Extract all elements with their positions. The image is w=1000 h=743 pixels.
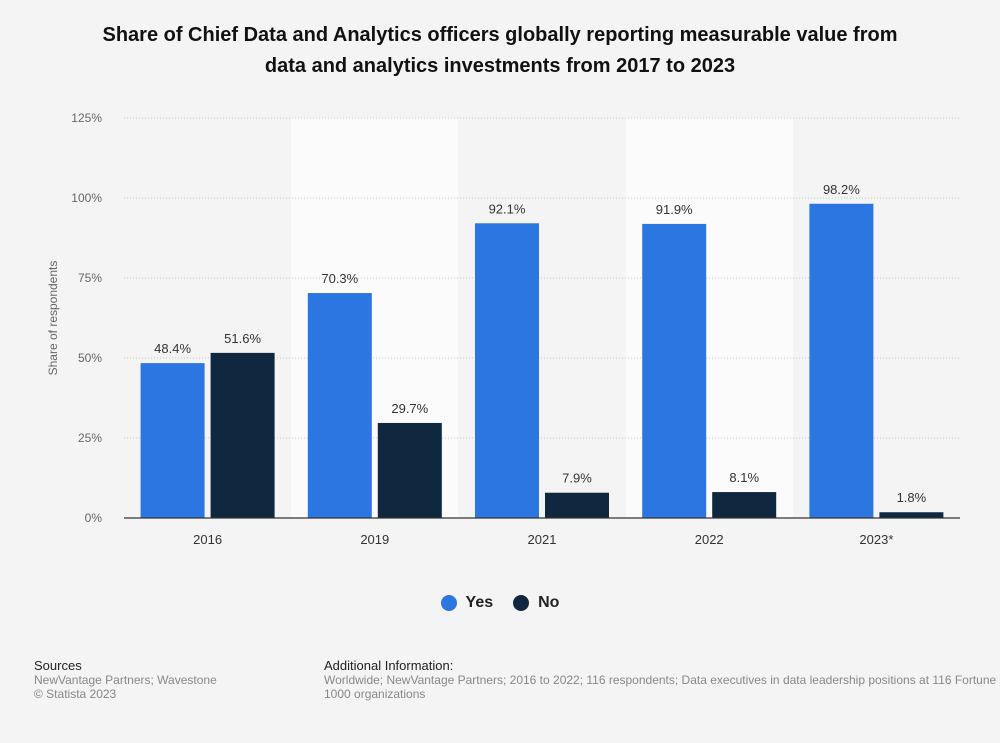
chart-title-line-2: data and analytics investments from 2017… [264,55,736,77]
bar-no-2019 [377,422,442,518]
data-label-no-2022: 8.1% [729,470,759,485]
y-tick-label-4: 100% [71,191,102,205]
y-tick-label-3: 75% [78,271,102,285]
bar-no-2016 [210,352,275,518]
y-tick-label-2: 50% [78,351,102,365]
x-tick-label-4: 2023* [859,532,893,547]
x-tick-label-1: 2019 [360,532,389,547]
bar-yes-2023* [809,203,874,518]
y-tick-label-5: 125% [71,111,102,125]
bar-yes-2016 [140,363,205,518]
data-label-yes-2019: 70.3% [321,271,358,286]
sources-block: Sources NewVantage Partners; Wavestone ©… [34,658,294,701]
additional-info-text: Worldwide; NewVantage Partners; 2016 to … [324,673,997,701]
bar-no-2021 [545,492,609,518]
bar-chart: 0% 25% 50% 75% 100% 125% Share of respondents 4… [46,111,960,547]
legend-item-yes[interactable]: Yes [440,594,494,612]
data-label-yes-2023*: 98.2% [823,182,860,197]
copyright-text: © Statista 2023 [34,687,117,701]
x-tick-label-2: 2021 [528,532,557,547]
bar-yes-2022 [642,223,707,519]
legend-label-no: No [538,594,560,611]
chart-title-line-1: Share of Chief Data and Analytics office… [102,24,898,46]
legend-marker-yes [440,595,457,611]
legend-label-yes: Yes [465,594,494,611]
data-label-no-2021: 7.9% [562,471,592,486]
x-tick-label-3: 2022 [695,532,724,547]
bar-no-2023* [879,512,944,518]
additional-info-block: Additional Information: Worldwide; NewVa… [324,658,1000,701]
y-axis-title: Share of respondents [46,261,60,376]
legend: Yes No [0,594,1000,612]
legend-item-no[interactable]: No [513,594,559,612]
bar-yes-2021 [475,223,539,518]
additional-info-heading: Additional Information: [324,658,454,673]
data-label-yes-2016: 48.4% [154,341,191,356]
chart-title: Share of Chief Data and Analytics office… [40,20,960,82]
bar-yes-2019 [307,293,372,518]
legend-marker-no [513,595,530,611]
bar-no-2022 [712,492,777,518]
y-tick-label-0: 0% [85,511,103,525]
y-tick-label-1: 25% [78,431,102,445]
data-label-no-2019: 29.7% [391,401,428,416]
data-label-yes-2022: 91.9% [656,202,693,217]
x-tick-label-0: 2016 [193,532,222,547]
sources-heading: Sources [34,658,82,673]
data-label-no-2023*: 1.8% [897,490,927,505]
data-label-no-2016: 51.6% [224,331,261,346]
sources-text[interactable]: NewVantage Partners; Wavestone [34,673,217,687]
data-label-yes-2021: 92.1% [489,201,526,216]
